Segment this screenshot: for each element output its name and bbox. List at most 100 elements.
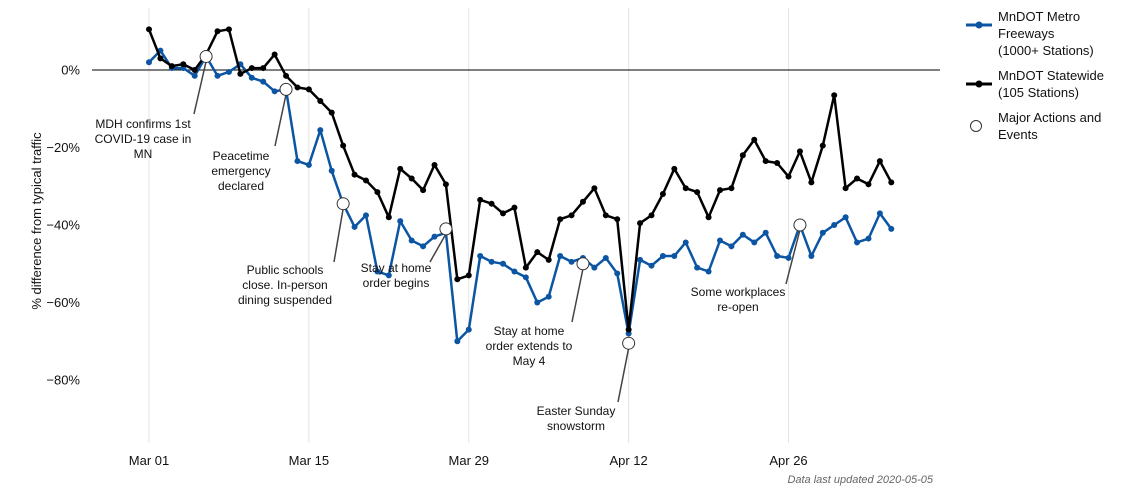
event-label: Stay at home (361, 261, 432, 275)
statewide-data-point (431, 161, 438, 168)
metro-data-point (328, 167, 335, 174)
statewide-data-point (682, 185, 689, 192)
statewide-data-point (876, 158, 883, 165)
metro-data-point (785, 254, 792, 261)
statewide-data-point (774, 160, 781, 166)
event-label: re-open (717, 300, 758, 314)
y-tick-label: −60% (46, 295, 80, 310)
statewide-data-point (317, 98, 324, 104)
statewide-data-point (888, 179, 895, 186)
metro-data-point (248, 74, 255, 81)
event-label: dining suspended (238, 293, 332, 307)
legend-swatch-events (970, 120, 982, 132)
x-tick-label: Apr 26 (769, 453, 807, 468)
event-label: MDH confirms 1st (95, 117, 191, 131)
event-label: emergency (211, 164, 270, 178)
metro-data-point (671, 253, 678, 259)
metro-data-point (534, 299, 541, 306)
statewide-data-point (728, 185, 735, 192)
statewide-data-point (637, 220, 644, 227)
event-label: COVID-19 case in (95, 132, 192, 146)
metro-data-point (694, 264, 701, 271)
legend-swatch-statewide (966, 80, 992, 88)
event-leader-line (429, 233, 447, 263)
statewide-data-point (362, 177, 369, 184)
metro-data-point (260, 78, 267, 85)
metro-data-point (876, 210, 883, 217)
metro-data-point (751, 239, 758, 246)
metro-data-point (374, 268, 381, 275)
statewide-data-point (671, 165, 678, 172)
statewide-data-point (420, 187, 427, 194)
metro-data-point (420, 243, 427, 250)
metro-data-point (819, 229, 826, 236)
event-label: snowstorm (547, 419, 605, 433)
statewide-data-point (808, 179, 815, 186)
metro-data-point (191, 72, 198, 79)
metro-data-point (865, 235, 872, 242)
event-leader-line (193, 61, 207, 115)
statewide-data-point (534, 249, 541, 256)
statewide-data-point (591, 185, 598, 192)
statewide-data-point (454, 276, 461, 283)
metro-data-point (454, 338, 461, 345)
statewide-data-point (191, 67, 198, 73)
event-label: Some workplaces (691, 285, 786, 299)
statewide-data-point (694, 189, 701, 196)
metro-data-point (842, 214, 849, 221)
metro-data-point (774, 253, 781, 259)
event-label: close. In-person (242, 278, 327, 292)
event-marker (622, 336, 636, 350)
event-label: Peacetime (213, 149, 270, 163)
statewide-data-point (842, 185, 849, 192)
metro-data-point (294, 158, 301, 165)
statewide-data-point (465, 272, 472, 279)
event-leader-line (571, 268, 584, 323)
metro-data-point (557, 253, 564, 259)
legend-label-metro: MnDOT Metro Freeways (1000+ Stations) (998, 9, 1094, 58)
footnote: Data last updated 2020-05-05 (787, 474, 933, 486)
statewide-data-point (271, 51, 278, 58)
statewide-data-point (237, 70, 244, 77)
event-label: MN (134, 147, 153, 161)
metro-data-point (614, 270, 621, 277)
statewide-data-point (579, 198, 586, 205)
event-label: order extends to (486, 339, 573, 353)
statewide-data-point (374, 189, 381, 196)
metro-data-point (648, 262, 655, 269)
legend-label-events: Major Actions and Events (998, 110, 1102, 142)
event-marker (279, 82, 293, 96)
statewide-data-point (831, 92, 838, 99)
metro-data-point (591, 264, 598, 271)
x-tick-label: Mar 01 (129, 453, 169, 468)
event-marker (576, 257, 590, 271)
event-label: declared (218, 179, 264, 193)
metro-data-point (351, 223, 358, 230)
metro-data-point (739, 231, 746, 238)
metro-data-point (225, 68, 232, 75)
statewide-data-point (157, 55, 164, 62)
metro-data-point (637, 256, 644, 263)
metro-data-point (271, 88, 278, 95)
metro-data-point (488, 258, 495, 265)
event-marker (439, 222, 453, 236)
event-marker (793, 218, 807, 232)
metro-data-point (854, 239, 861, 246)
statewide-data-point (602, 212, 609, 219)
metro-data-point (545, 293, 552, 300)
event-label: Easter Sunday (537, 404, 616, 418)
statewide-data-point (717, 187, 723, 194)
metro-data-point (831, 222, 838, 228)
statewide-data-point (819, 142, 826, 149)
event-label: Stay at home (494, 324, 565, 338)
event-label: May 4 (513, 354, 546, 368)
statewide-data-point (522, 264, 529, 271)
metro-data-point (511, 268, 518, 275)
metro-data-point (317, 127, 324, 134)
statewide-data-point (568, 212, 575, 219)
event-label: order begins (363, 276, 430, 290)
statewide-data-point (751, 136, 758, 143)
statewide-data-point (397, 165, 404, 172)
metro-data-point (717, 237, 723, 244)
